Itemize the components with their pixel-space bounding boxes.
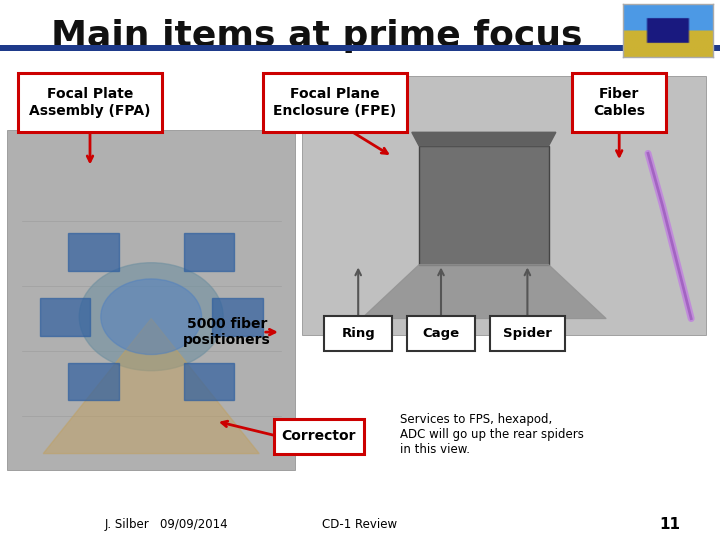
- FancyBboxPatch shape: [18, 73, 162, 132]
- FancyBboxPatch shape: [263, 73, 407, 132]
- Polygon shape: [68, 233, 119, 271]
- Text: J. Silber   09/09/2014: J. Silber 09/09/2014: [104, 518, 228, 531]
- FancyBboxPatch shape: [572, 73, 666, 132]
- FancyBboxPatch shape: [302, 76, 706, 335]
- Text: Main items at prime focus: Main items at prime focus: [51, 19, 582, 53]
- Text: Corrector: Corrector: [282, 429, 356, 443]
- FancyBboxPatch shape: [274, 418, 364, 454]
- Text: 5000 fiber
positioners: 5000 fiber positioners: [183, 317, 271, 347]
- Text: Cage: Cage: [423, 327, 459, 340]
- Text: CD-1 Review: CD-1 Review: [323, 518, 397, 531]
- Text: Focal Plane
Enclosure (FPE): Focal Plane Enclosure (FPE): [273, 87, 397, 118]
- Polygon shape: [40, 298, 90, 335]
- Polygon shape: [184, 233, 234, 271]
- Text: Focal Plate
Assembly (FPA): Focal Plate Assembly (FPA): [30, 87, 150, 118]
- Text: 11: 11: [660, 517, 680, 532]
- Text: Ring: Ring: [341, 327, 375, 340]
- Polygon shape: [361, 265, 606, 319]
- FancyBboxPatch shape: [407, 316, 475, 351]
- Polygon shape: [43, 319, 259, 454]
- Polygon shape: [68, 363, 119, 400]
- Circle shape: [79, 262, 223, 370]
- Text: Services to FPS, hexapod,
ADC will go up the rear spiders
in this view.: Services to FPS, hexapod, ADC will go up…: [400, 413, 583, 456]
- FancyBboxPatch shape: [7, 130, 295, 470]
- Text: Fiber
Cables: Fiber Cables: [593, 87, 645, 118]
- Circle shape: [101, 279, 202, 354]
- Polygon shape: [412, 132, 556, 146]
- Text: Spider: Spider: [503, 327, 552, 340]
- Polygon shape: [184, 363, 234, 400]
- FancyBboxPatch shape: [419, 146, 549, 265]
- FancyBboxPatch shape: [0, 45, 720, 51]
- Polygon shape: [212, 298, 263, 335]
- FancyBboxPatch shape: [324, 316, 392, 351]
- FancyBboxPatch shape: [490, 316, 565, 351]
